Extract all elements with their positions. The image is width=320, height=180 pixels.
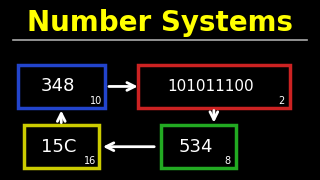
Text: 348: 348 (41, 77, 76, 95)
Text: Number Systems: Number Systems (27, 9, 293, 37)
Text: 10: 10 (90, 96, 102, 106)
Text: 8: 8 (224, 156, 230, 166)
Text: 16: 16 (84, 156, 96, 166)
FancyBboxPatch shape (18, 65, 105, 108)
Text: 2: 2 (278, 96, 284, 106)
Text: 15C: 15C (41, 138, 76, 156)
Text: 101011100: 101011100 (168, 79, 254, 94)
FancyBboxPatch shape (24, 125, 99, 168)
FancyBboxPatch shape (138, 65, 290, 108)
FancyBboxPatch shape (162, 125, 236, 168)
Text: 534: 534 (179, 138, 213, 156)
